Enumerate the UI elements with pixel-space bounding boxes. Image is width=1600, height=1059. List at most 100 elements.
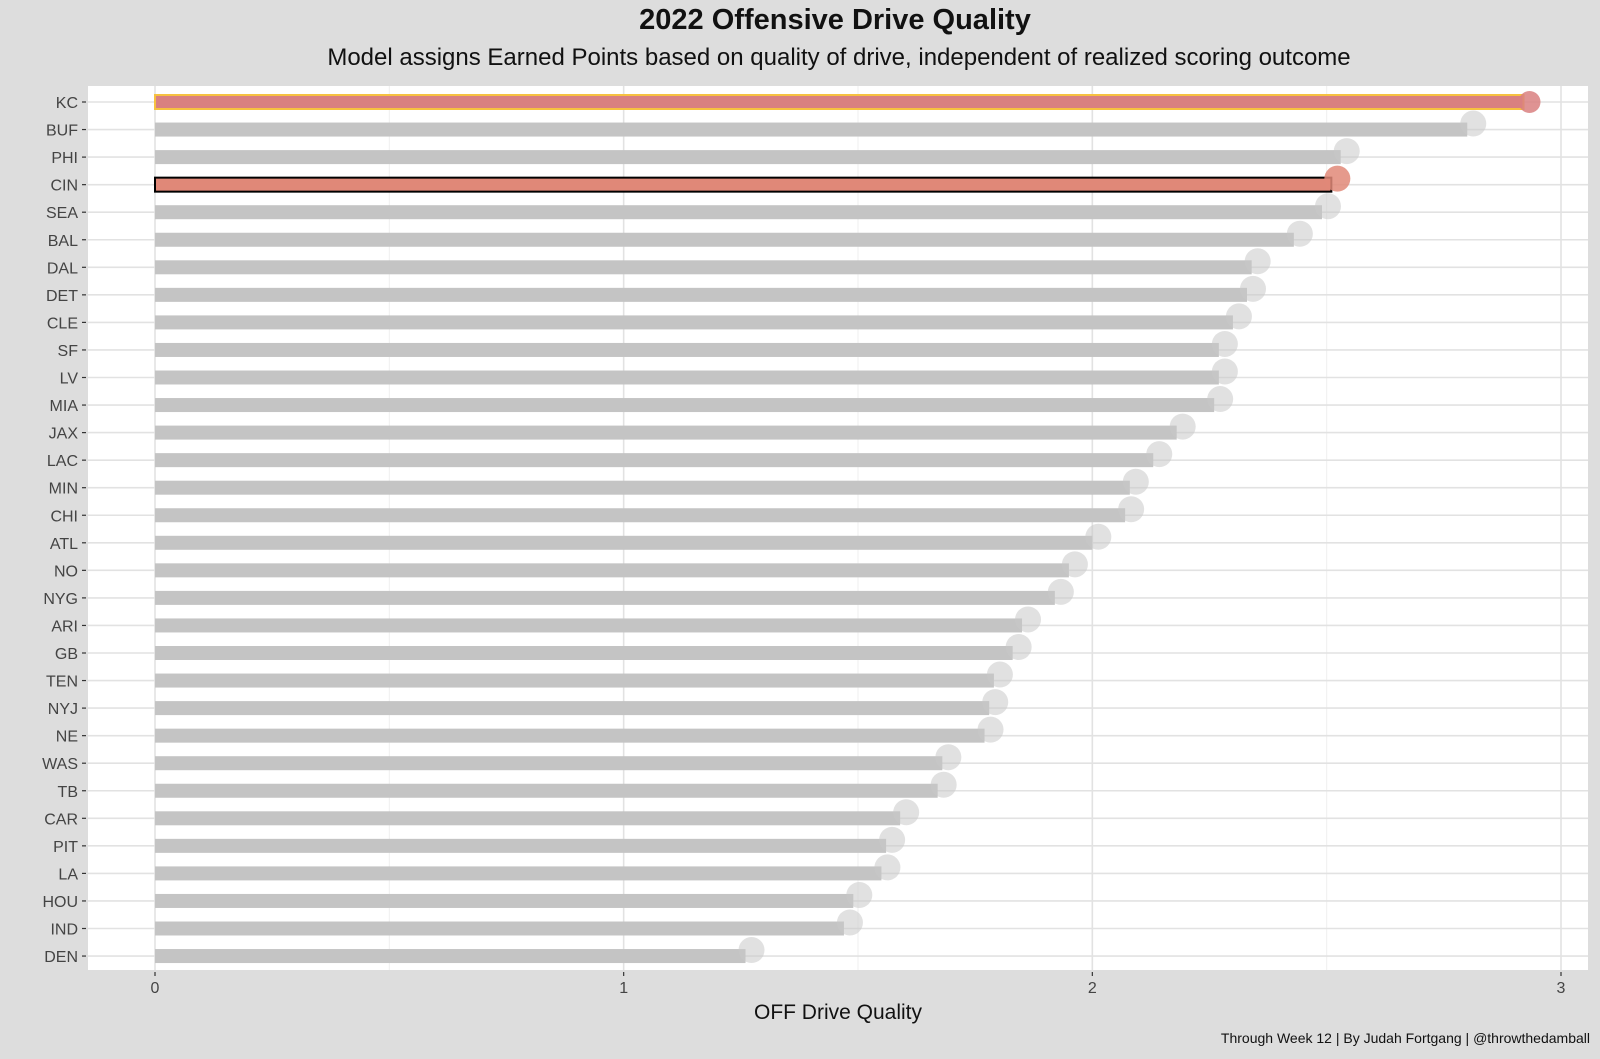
y-tick-label-la: LA — [58, 866, 78, 883]
team-logo-buf-icon — [1460, 110, 1487, 137]
bar-chi — [155, 508, 1126, 523]
team-logo-hou-icon — [846, 881, 873, 908]
team-logo-ari-icon — [1015, 606, 1042, 633]
y-tick-label-tb: TB — [58, 784, 78, 801]
y-tick-label-gb: GB — [55, 646, 78, 663]
y-tick-label-pit: PIT — [53, 839, 78, 856]
y-tick-label-sf: SF — [58, 343, 79, 360]
bar-lv — [155, 370, 1219, 385]
team-logo-chi-icon — [1118, 496, 1145, 523]
bar-no — [155, 563, 1069, 578]
y-tick-label-jax: JAX — [49, 426, 79, 443]
y-tick-label-det: DET — [46, 288, 78, 305]
y-tick-label-ne: NE — [56, 729, 78, 746]
y-tick-label-hou: HOU — [42, 894, 78, 911]
x-tick-label: 2 — [1088, 980, 1097, 997]
bar-kc — [154, 94, 1525, 110]
bar-sf — [155, 342, 1219, 357]
team-logo-cin-icon — [1324, 165, 1351, 192]
bar-la — [155, 866, 882, 881]
x-tick-label: 3 — [1557, 980, 1566, 997]
team-logo-was-icon — [935, 744, 962, 771]
bar-buf — [155, 122, 1468, 137]
y-tick-label-buf: BUF — [46, 123, 78, 140]
bar-ne — [155, 728, 985, 743]
team-logo-gb-icon — [1005, 634, 1032, 660]
team-logo-nyg-icon — [1047, 578, 1074, 605]
y-tick-label-was: WAS — [42, 756, 78, 773]
bar-phi — [155, 150, 1341, 165]
y-tick-label-ari: ARI — [51, 618, 78, 635]
bar-atl — [155, 535, 1093, 550]
y-tick-label-kc: KC — [56, 95, 78, 112]
bar-min — [155, 480, 1130, 495]
y-tick-label-mia: MIA — [50, 398, 79, 415]
y-tick-label-dal: DAL — [47, 260, 78, 277]
bar-gb — [155, 646, 1013, 660]
y-tick-label-ind: IND — [50, 922, 78, 939]
y-tick-label-chi: CHI — [50, 508, 78, 525]
team-logo-mia-icon — [1207, 386, 1234, 413]
team-logo-tb-icon — [930, 771, 957, 798]
y-tick-label-lac: LAC — [47, 453, 78, 470]
bar-was — [155, 756, 943, 771]
team-logo-ten-icon — [986, 661, 1013, 688]
bar-car — [155, 811, 901, 826]
bar-mia — [155, 398, 1215, 413]
team-logo-pit-icon — [879, 826, 906, 853]
y-tick-label-ten: TEN — [46, 674, 78, 691]
x-tick-label: 1 — [619, 980, 628, 997]
bar-dal — [155, 260, 1252, 275]
y-tick-label-lv: LV — [60, 371, 79, 388]
x-axis-title: OFF Drive Quality — [754, 1001, 923, 1024]
y-tick-label-cle: CLE — [47, 315, 78, 332]
team-logo-la-icon — [874, 854, 901, 881]
y-tick-label-phi: PHI — [51, 150, 78, 167]
team-logo-nyj-icon — [982, 689, 1009, 716]
team-logo-dal-icon — [1244, 248, 1271, 275]
y-tick-label-car: CAR — [44, 811, 78, 828]
team-logo-no-icon — [1061, 551, 1088, 578]
team-logo-kc-icon — [1518, 91, 1541, 113]
team-logo-car-icon — [893, 799, 920, 826]
bar-det — [155, 287, 1247, 302]
y-tick-label-no: NO — [54, 563, 78, 580]
y-tick-label-atl: ATL — [50, 536, 78, 553]
chart-subtitle: Model assigns Earned Points based on qua… — [327, 44, 1351, 71]
bar-tb — [155, 783, 938, 798]
team-logo-det-icon — [1239, 275, 1266, 302]
y-tick-label-cin: CIN — [50, 178, 78, 195]
y-tick-label-nyg: NYG — [43, 591, 78, 608]
x-tick-label: 0 — [151, 980, 160, 997]
bar-ari — [155, 618, 1023, 633]
team-logo-bal-icon — [1286, 220, 1313, 247]
bar-cin — [154, 176, 1333, 193]
chart-caption: Through Week 12 | By Judah Fortgang | @t… — [1220, 1030, 1590, 1046]
team-logo-jax-icon — [1169, 413, 1196, 440]
bar-jax — [155, 425, 1177, 440]
bar-ten — [155, 673, 994, 688]
y-tick-label-sea: SEA — [46, 205, 78, 222]
team-logo-den-icon — [738, 937, 765, 964]
bar-cle — [155, 315, 1233, 330]
team-logo-sf-icon — [1211, 330, 1238, 357]
bar-nyg — [155, 590, 1055, 605]
bar-den — [155, 949, 746, 964]
team-logo-lv-icon — [1211, 358, 1238, 385]
bar-sea — [155, 205, 1322, 220]
team-logo-sea-icon — [1314, 193, 1341, 220]
bar-pit — [155, 838, 887, 853]
bar-hou — [155, 893, 854, 908]
bar-bal — [155, 232, 1294, 247]
team-logo-min-icon — [1122, 468, 1149, 495]
y-tick-label-bal: BAL — [48, 233, 78, 250]
chart-title: 2022 Offensive Drive Quality — [639, 4, 1031, 36]
bar-ind — [155, 921, 844, 936]
y-tick-label-min: MIN — [49, 481, 78, 498]
y-tick-label-nyj: NYJ — [48, 701, 78, 718]
team-logo-cle-icon — [1225, 303, 1252, 330]
team-logo-ind-icon — [836, 909, 863, 936]
y-tick-label-den: DEN — [44, 949, 78, 966]
bar-nyj — [155, 701, 990, 716]
